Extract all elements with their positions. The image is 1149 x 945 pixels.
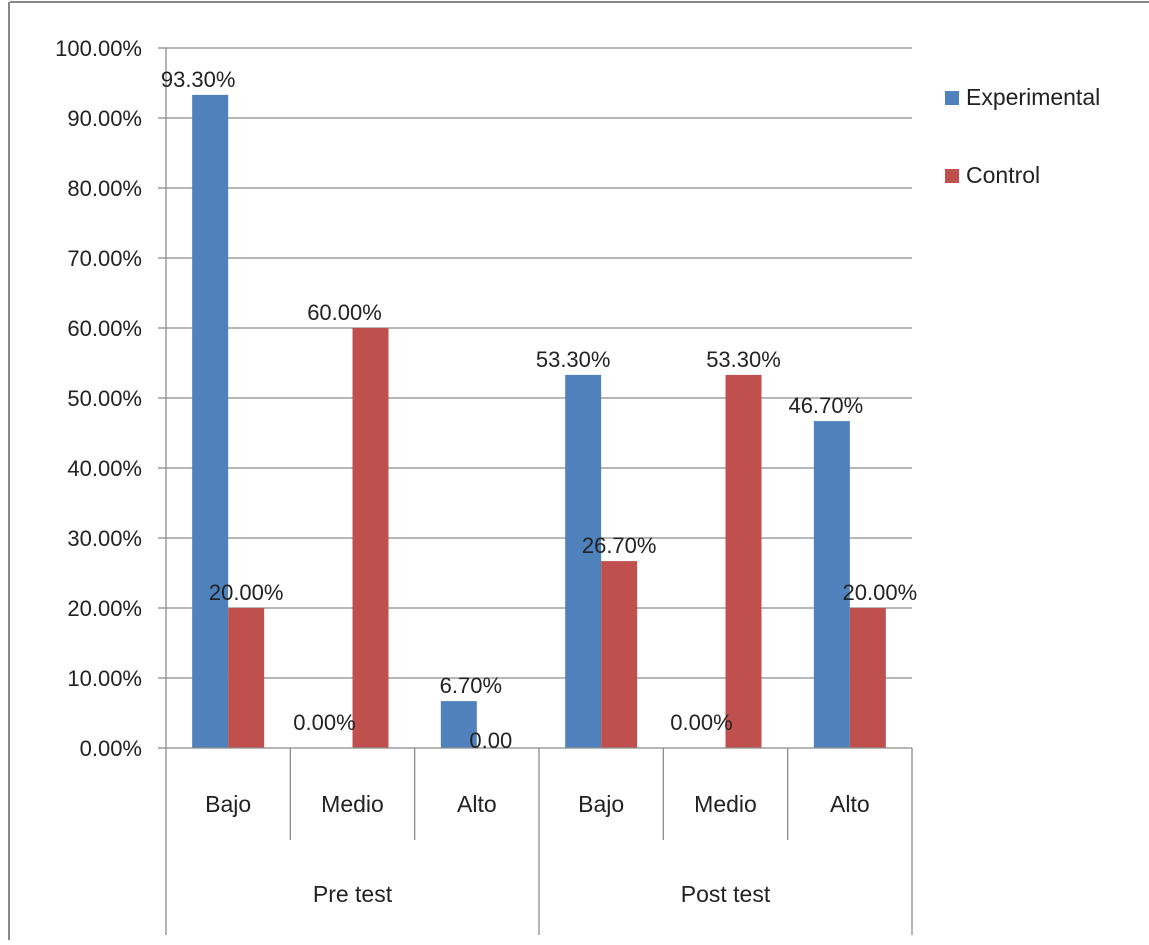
y-tick-label: 0.00%	[80, 736, 142, 761]
bar-experimental	[565, 374, 602, 748]
data-label: 60.00%	[307, 300, 382, 325]
y-tick-label: 60.00%	[67, 316, 142, 341]
gridlines	[166, 47, 912, 679]
x-category-label: Alto	[457, 791, 497, 817]
x-category-label: Bajo	[578, 791, 624, 817]
x-category-label: Bajo	[205, 791, 251, 817]
bar-experimental	[192, 94, 229, 748]
bar-experimental	[440, 701, 477, 748]
data-label: 53.30%	[536, 347, 611, 372]
y-tick-label: 100.00%	[55, 36, 142, 61]
data-label: 46.70%	[789, 393, 864, 418]
y-tick-label: 50.00%	[67, 386, 142, 411]
legend-swatch-experimental	[945, 91, 959, 105]
x-group-label: Pre test	[313, 881, 393, 907]
bar-control	[601, 561, 638, 748]
bar-control	[228, 608, 265, 748]
legend-label-experimental: Experimental	[966, 84, 1100, 110]
data-label: 53.30%	[706, 347, 781, 372]
data-label: 93.30%	[161, 67, 236, 92]
y-axis-ticks: 0.00% 10.00% 20.00% 30.00% 40.00% 50.00% 60.00…	[55, 36, 166, 761]
data-label: 20.00%	[209, 580, 284, 605]
legend: Experimental Control	[945, 84, 1100, 188]
y-tick-label: 10.00%	[67, 666, 142, 691]
bar-control	[725, 374, 762, 748]
x-group-label: Post test	[681, 881, 771, 907]
data-label: 6.70%	[440, 673, 502, 698]
bar-experimental	[813, 421, 850, 748]
x-category-label: Medio	[694, 791, 757, 817]
x-category-label: Medio	[321, 791, 384, 817]
y-tick-label: 80.00%	[67, 176, 142, 201]
y-tick-label: 20.00%	[67, 596, 142, 621]
data-label: 0.00%	[293, 710, 355, 735]
y-tick-label: 70.00%	[67, 246, 142, 271]
legend-swatch-control	[945, 169, 959, 183]
data-label: 0.00	[469, 728, 512, 753]
legend-label-control: Control	[966, 162, 1040, 188]
y-tick-label: 90.00%	[67, 106, 142, 131]
bar-control	[352, 328, 389, 748]
bars	[192, 94, 886, 748]
bar-control	[849, 608, 886, 748]
data-labels: 93.30% 0.00% 6.70% 53.30% 0.00% 46.70% 20.00% 6…	[161, 67, 917, 753]
y-tick-label: 40.00%	[67, 456, 142, 481]
data-label: 26.70%	[582, 533, 657, 558]
x-category-label: Alto	[830, 791, 870, 817]
data-label: 20.00%	[843, 580, 918, 605]
x-axis-categories: Bajo Medio Alto Bajo Medio Alto Pre test Post t…	[205, 748, 913, 935]
y-tick-label: 30.00%	[67, 526, 142, 551]
data-label: 0.00%	[670, 710, 732, 735]
